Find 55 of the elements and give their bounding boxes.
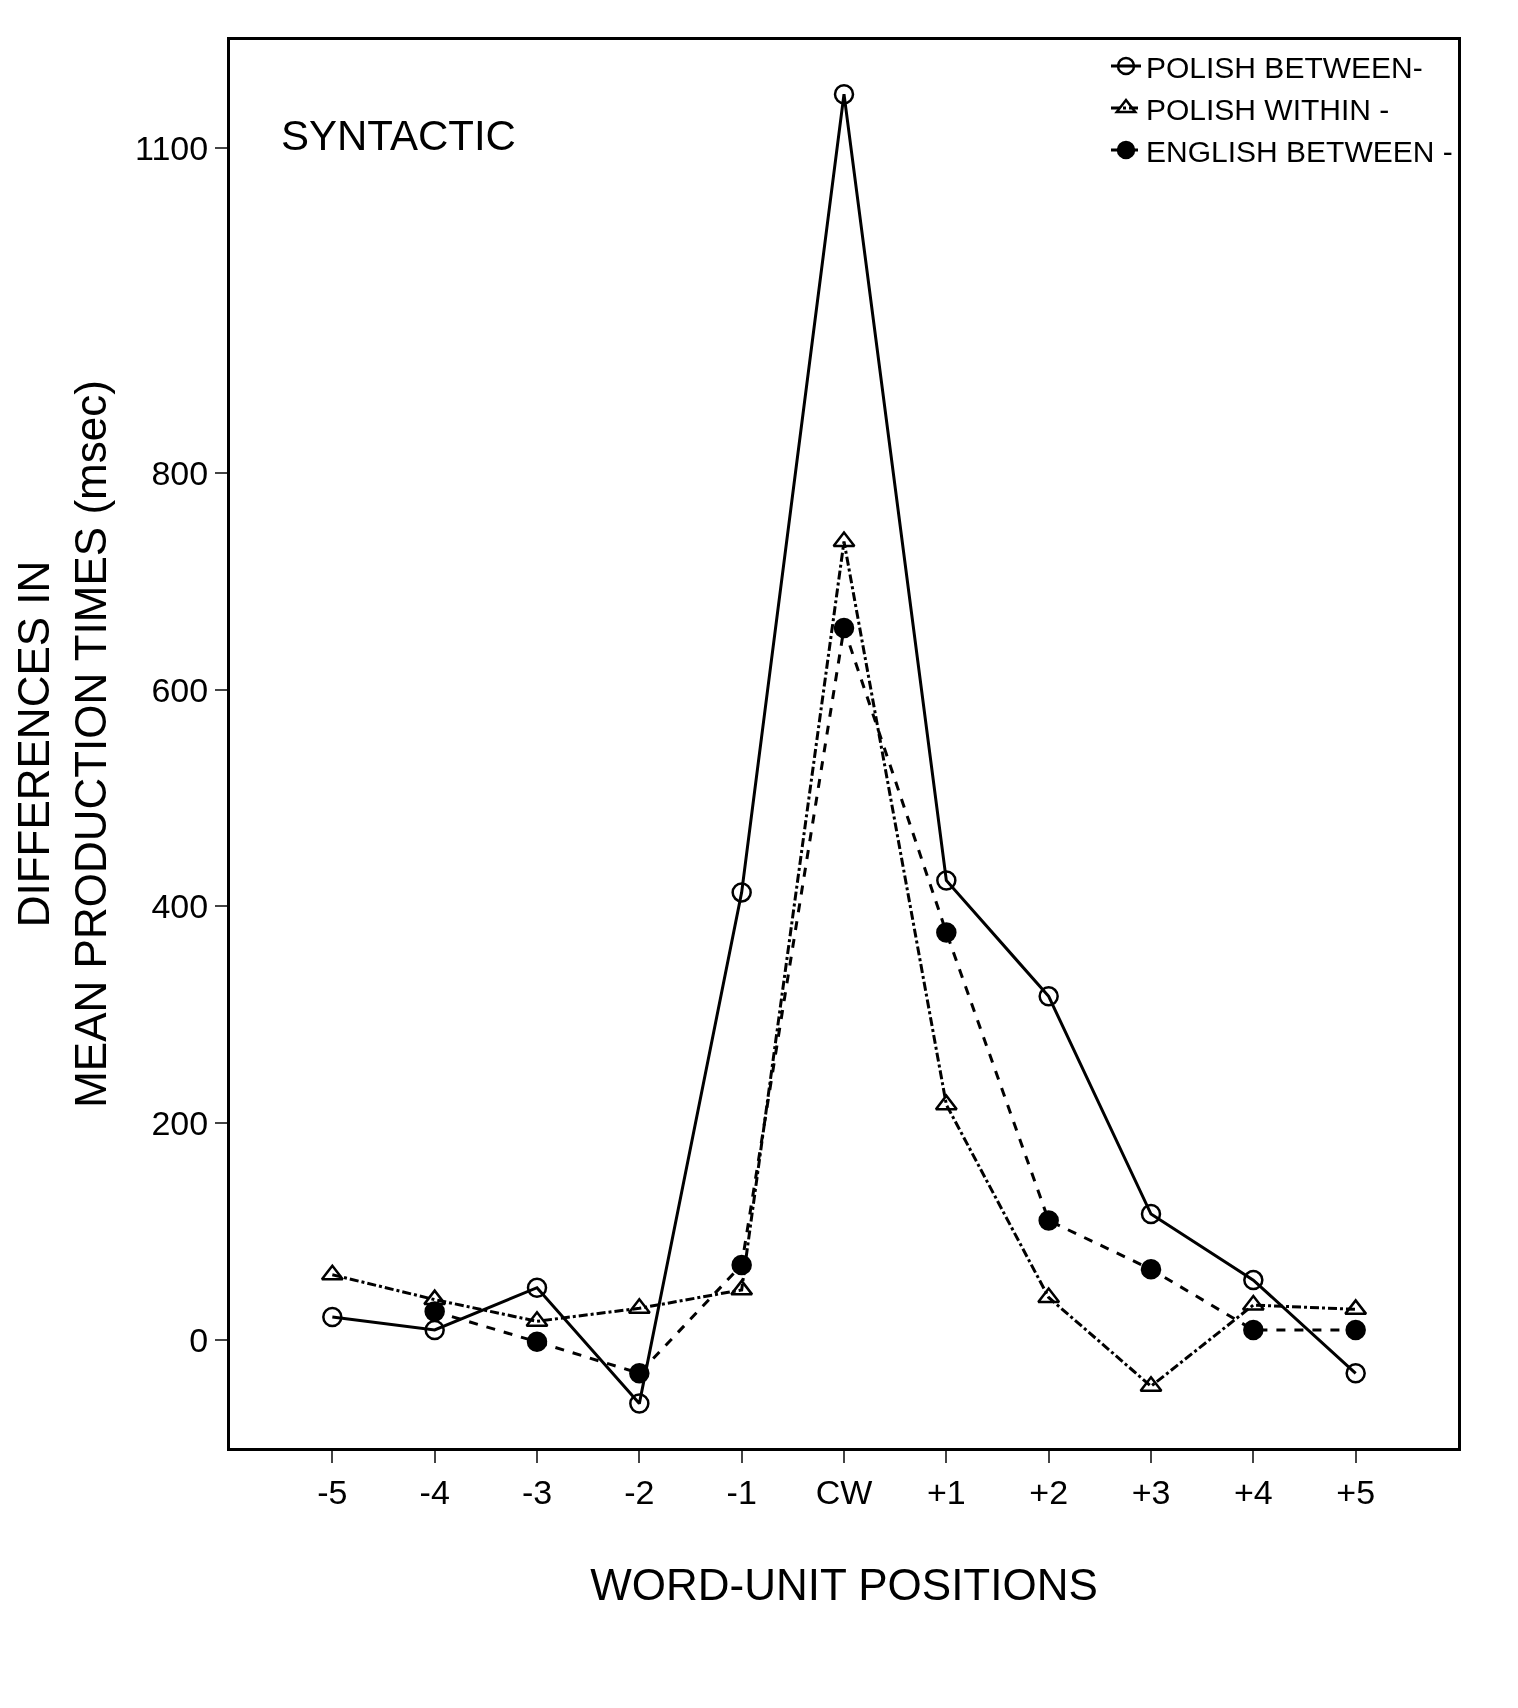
- y-tick-label: 200: [151, 1103, 209, 1142]
- point: [1241, 1294, 1265, 1311]
- point: [1140, 1259, 1162, 1280]
- point: [833, 617, 855, 639]
- legend-label: ENGLISH BETWEEN -: [1146, 134, 1453, 168]
- point: [1243, 1319, 1264, 1341]
- x-tick-label: +5: [1336, 1472, 1376, 1511]
- point: [424, 1319, 445, 1341]
- point: [1038, 986, 1059, 1007]
- y-tick-label: 800: [151, 454, 209, 493]
- point: [934, 1094, 958, 1111]
- point: [731, 1254, 752, 1276]
- x-tick-label: -1: [726, 1472, 757, 1511]
- x-tick-label: -2: [624, 1472, 655, 1511]
- point: [629, 1393, 650, 1414]
- point: [936, 870, 957, 891]
- y-tick-label: 400: [151, 887, 209, 926]
- point: [1344, 1299, 1368, 1316]
- y-tick-label: 600: [151, 670, 209, 709]
- point: [424, 1301, 445, 1322]
- x-tick-label: CW: [815, 1472, 873, 1511]
- x-tick-label: -3: [521, 1472, 553, 1511]
- x-tick-label: +1: [926, 1472, 966, 1511]
- point: [936, 922, 957, 943]
- point: [1140, 1203, 1162, 1225]
- point: [1243, 1269, 1264, 1291]
- point: [526, 1277, 548, 1298]
- x-axis-title: WORD-UNIT POSITIONS: [590, 1560, 1098, 1610]
- x-tick-label: -4: [419, 1472, 450, 1511]
- point: [627, 1298, 651, 1315]
- y-tick-label: 0: [189, 1320, 209, 1359]
- point: [526, 1331, 548, 1353]
- x-tick-label: +4: [1233, 1472, 1273, 1511]
- point: [423, 1289, 447, 1306]
- point: [629, 1363, 650, 1384]
- point: [833, 83, 855, 105]
- legend-label: POLISH WITHIN -: [1146, 92, 1390, 126]
- point: [1345, 1363, 1366, 1384]
- point: [1345, 1319, 1366, 1341]
- point: [731, 882, 752, 903]
- point: [320, 1264, 344, 1281]
- point: [322, 1306, 343, 1328]
- legend-label: POLISH BETWEEN-: [1146, 50, 1423, 84]
- point: [730, 1279, 754, 1296]
- text: SYNTACTIC: [281, 112, 516, 159]
- point: [1139, 1376, 1163, 1393]
- point: [832, 531, 856, 548]
- point: [525, 1311, 549, 1328]
- x-tick-label: +2: [1029, 1472, 1069, 1511]
- y-tick-label: 1100: [135, 129, 209, 168]
- point: [1038, 1210, 1059, 1231]
- point: [1037, 1287, 1061, 1304]
- x-tick-label: +3: [1131, 1472, 1171, 1511]
- y-axis-title: DIFFERENCES IN MEAN PRODUCTION TIMES (msec): [8, 380, 116, 1108]
- x-tick-label: -5: [317, 1472, 348, 1511]
